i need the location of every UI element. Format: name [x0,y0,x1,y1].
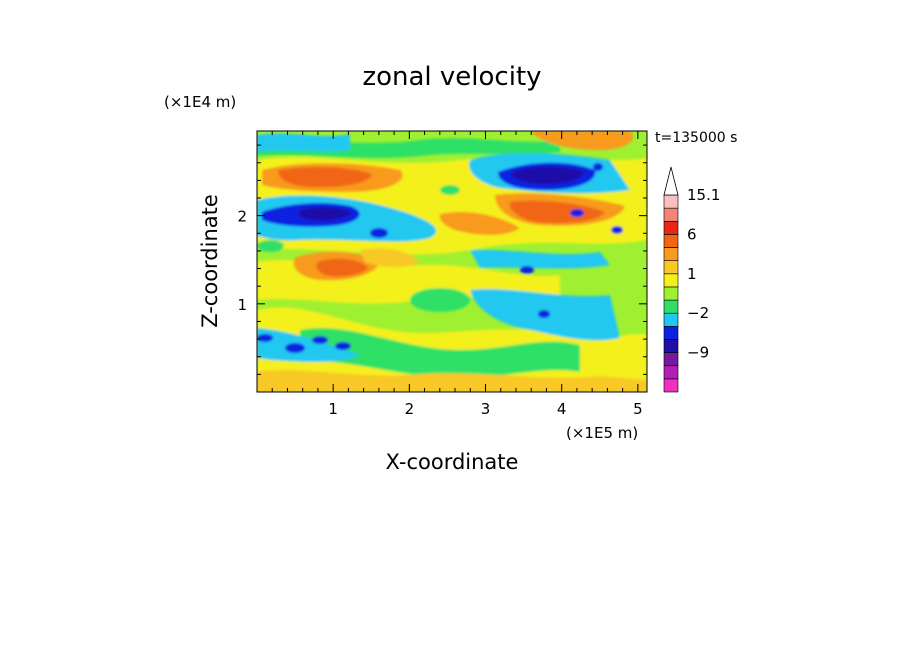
contour-region [439,211,520,235]
x-tick-label: 3 [481,400,491,418]
x-tick-label: 5 [633,400,643,418]
colorbar-swatch [663,247,679,261]
y-tick-label: 2 [237,208,247,226]
contour-region [538,310,550,318]
x-axis: 1 2 3 4 5 [271,131,643,418]
y-tick-label: 1 [237,296,247,314]
contour-region [440,185,460,195]
colorbar-swatch [663,339,679,353]
colorbar-swatch [663,273,679,288]
colorbar-swatch [663,352,679,367]
contour-region [257,328,360,363]
plot-frame [256,130,648,393]
contour-region [300,327,580,379]
contour-region [285,343,305,353]
contour-field [257,131,647,392]
contour-region [520,266,534,274]
contour-region [370,228,388,238]
colorbar-swatch [663,312,679,327]
contour-region [257,307,647,392]
x-axis-label: X-coordinate [386,450,519,474]
x-tick-label: 4 [557,400,567,418]
colorbar: 15.1 6 1 −2 −9 [663,166,720,393]
colorbar-label: −9 [687,344,709,362]
colorbar-extend-arrow [663,166,679,196]
contour-region [530,131,634,150]
colorbar-swatch [663,365,679,380]
colorbar-label: 15.1 [687,186,720,204]
time-label: t=135000 s [655,130,737,146]
colorbar-label: 1 [687,265,697,283]
colorbar-swatch [663,326,679,340]
contour-region [593,163,603,171]
colorbar-swatch [663,234,679,248]
contour-region [257,370,647,392]
colorbar-label: 6 [687,225,697,243]
colorbar-swatch [663,299,679,314]
contour-region [335,342,351,350]
x-tick-label: 1 [328,400,338,418]
contour-region [570,209,584,217]
x-unit-label: (×1E5 m) [566,424,638,442]
colorbar-swatch [663,220,679,235]
contour-region [316,258,368,277]
contour-region [257,133,350,152]
contour-region [360,248,420,268]
contour-region [278,166,372,188]
contour-region [312,336,328,344]
x-tick-label: 2 [405,400,415,418]
contour-region [410,288,470,312]
contour-region [257,334,273,342]
chart-title: zonal velocity [362,62,541,92]
y-axis-label: Z-coordinate [198,194,222,328]
contour-region [257,240,284,252]
colorbar-swatch [663,260,679,275]
y-axis: 12 [237,144,647,375]
contour-region [509,200,605,224]
colorbar-swatch [663,207,679,222]
contour-region [470,249,610,269]
y-unit-label: (×1E4 m) [164,93,236,111]
colorbar-swatch [663,286,679,301]
colorbar-label: −2 [687,304,709,322]
contour-region [298,207,352,221]
contour-region [611,226,623,234]
colorbar-swatch [663,194,679,209]
colorbar-swatch [663,378,679,393]
contour-region [511,166,585,185]
